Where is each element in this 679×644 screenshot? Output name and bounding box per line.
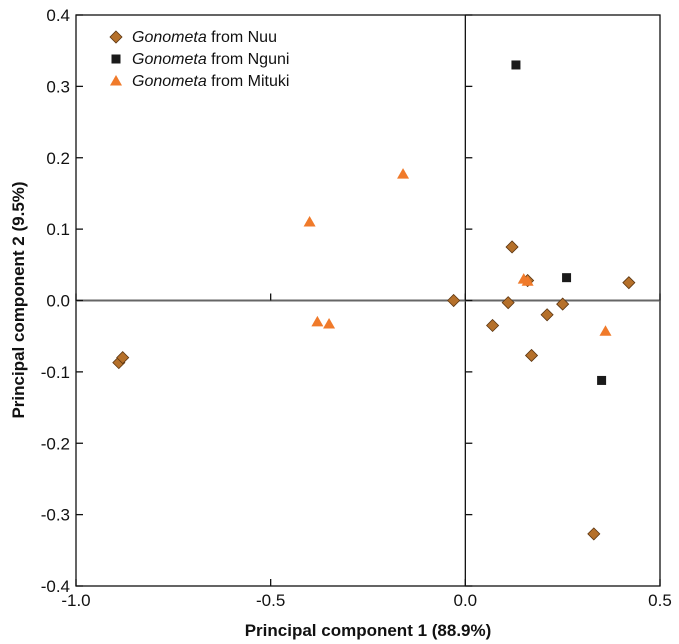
y-tick-label: -0.2 <box>41 434 70 453</box>
data-point-triangle <box>311 315 324 327</box>
legend-marker-diamond <box>109 30 123 44</box>
legend-label-genus: Gonometa <box>132 29 207 46</box>
legend-label: Gonometa from Nguni <box>132 51 289 68</box>
data-point-diamond <box>556 297 570 311</box>
axis-ticks: -1.0 -0.5 0.0 0.5 0.4 0.3 0.2 0.1 0.0 -0.1 -0.2 -0.… <box>41 6 672 610</box>
data-point-diamond <box>622 276 636 290</box>
x-axis-title: Principal component 1 (88.9%) <box>245 621 492 640</box>
y-tick-label: -0.3 <box>41 506 70 525</box>
data-point-diamond <box>587 527 601 541</box>
data-point-square <box>562 273 572 283</box>
data-point-diamond <box>540 308 554 322</box>
legend-label-source: from Nuu <box>207 29 277 46</box>
data-points <box>112 60 636 541</box>
y-axis-title: Principal component 2 (9.5%) <box>9 181 28 418</box>
data-point-triangle <box>303 215 316 227</box>
legend-marker-triangle <box>110 75 122 86</box>
legend-label-genus: Gonometa <box>132 73 207 90</box>
data-point-square <box>597 375 607 385</box>
y-tick-label: -0.1 <box>41 363 70 382</box>
y-tick-label: 0.3 <box>46 77 70 96</box>
data-point-diamond <box>505 240 519 254</box>
data-point-diamond <box>524 348 539 363</box>
y-tick-label: -0.4 <box>41 577 70 596</box>
legend-label: Gonometa from Nuu <box>132 29 277 46</box>
y-tick-label: 0.4 <box>46 6 70 25</box>
data-point-diamond <box>116 351 130 365</box>
legend-marker-square <box>111 54 121 64</box>
data-point-diamond <box>501 296 515 310</box>
y-tick-label: 0.2 <box>46 149 70 168</box>
x-tick-label: 0.0 <box>454 591 478 610</box>
legend-label-genus: Gonometa <box>132 51 207 68</box>
data-point-triangle <box>599 325 612 336</box>
legend-label-source: from Nguni <box>207 51 290 68</box>
data-point-square <box>511 60 521 70</box>
data-point-diamond <box>486 318 500 333</box>
x-tick-label: -1.0 <box>61 591 90 610</box>
x-tick-label: -0.5 <box>256 591 285 610</box>
legend-label: Gonometa from Mituki <box>132 73 289 90</box>
data-point-triangle <box>323 318 336 329</box>
x-tick-label: 0.5 <box>648 591 672 610</box>
data-point-diamond <box>447 293 461 308</box>
data-point-triangle <box>521 275 534 286</box>
y-tick-label: 0.0 <box>46 292 70 311</box>
legend-label-source: from Mituki <box>207 73 290 90</box>
y-tick-label: 0.1 <box>46 220 70 239</box>
data-point-triangle <box>397 168 410 179</box>
